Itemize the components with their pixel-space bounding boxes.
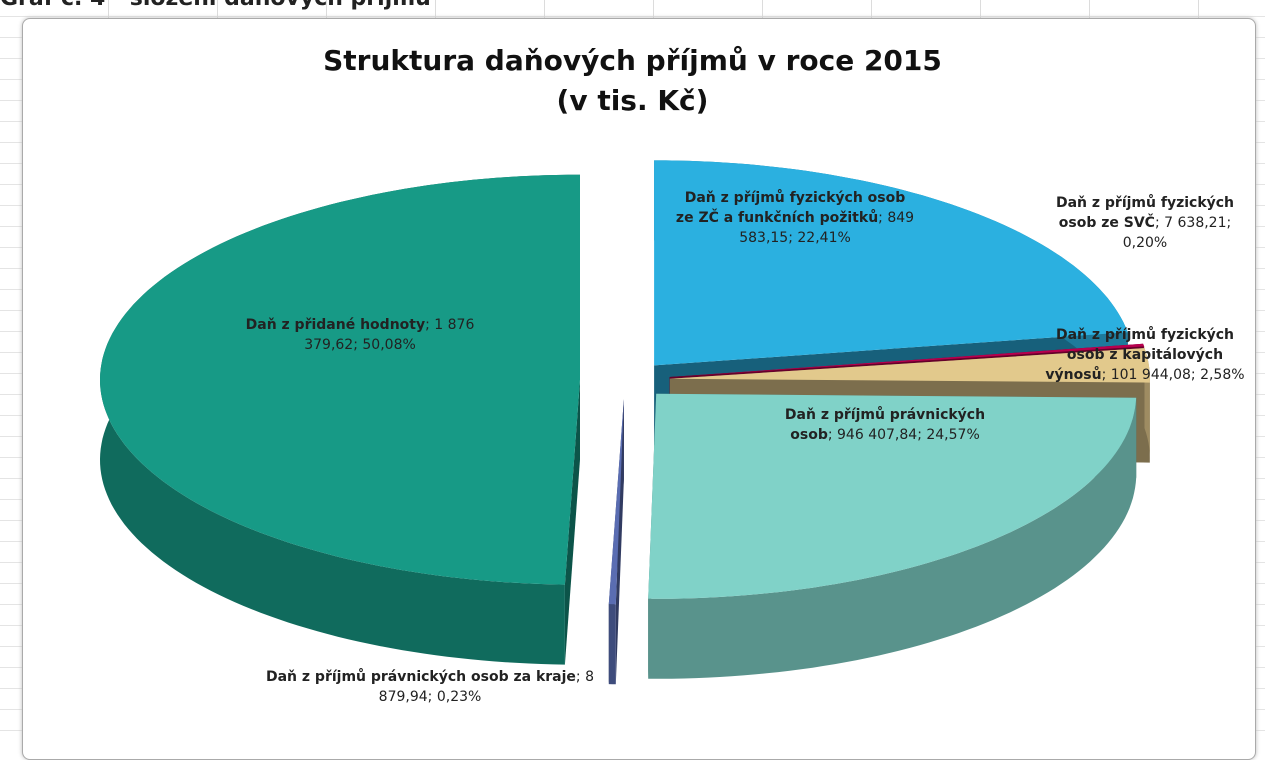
- label-sep: ;: [1190, 367, 1196, 383]
- label-percent: 0,20%: [1122, 235, 1168, 251]
- heading: Graf č. 4 - složení daňových příjmů: [0, 0, 431, 11]
- label-value: 946 407,84: [837, 427, 918, 443]
- slice: [654, 160, 1128, 366]
- label-percent: 50,08%: [362, 337, 416, 353]
- label-value: 101 944,08: [1110, 367, 1191, 383]
- label-name: Daň z příjmů fyzických osob ze SVČ: [1055, 195, 1235, 231]
- data-label: Daň z příjmů právnických osob; 946 407,8…: [765, 405, 1005, 445]
- slice: [648, 393, 1137, 599]
- label-name: Daň z příjmů fyzických osob z kapitálový…: [1045, 327, 1235, 383]
- slice: [100, 174, 580, 585]
- data-label: Daň z příjmů fyzických osob ze ZČ a funk…: [675, 188, 915, 248]
- data-label: Daň z příjmů právnických osob za kraje; …: [265, 667, 595, 707]
- label-value: 7 638,21: [1164, 215, 1227, 231]
- slice-wall: [648, 397, 1137, 679]
- label-name: Daň z příjmů právnických osob: [784, 407, 986, 443]
- label-value: 8 879,94: [378, 669, 594, 705]
- label-sep: ;: [575, 669, 581, 685]
- label-sep: ;: [917, 427, 922, 443]
- slice: [608, 399, 624, 605]
- data-label: Daň z příjmů fyzických osob ze SVČ; 7 63…: [1040, 193, 1250, 253]
- label-sep: ;: [1226, 215, 1232, 231]
- label-name: Daň z příjmů fyzických osob ze ZČ a funk…: [675, 190, 906, 226]
- slice: [669, 348, 1150, 383]
- label-sep: ;: [1154, 215, 1160, 231]
- label-sep: ;: [1101, 367, 1107, 383]
- data-label: Daň z příjmů fyzických osob z kapitálový…: [1040, 325, 1250, 385]
- chart-subtitle: (v tis. Kč): [556, 84, 709, 117]
- label-percent: 24,57%: [926, 427, 980, 443]
- label-percent: 0,23%: [436, 689, 482, 705]
- chart-title: Struktura daňových příjmů v roce 2015: [323, 44, 942, 77]
- slice-wall: [608, 604, 616, 685]
- label-value: 1 876 379,62: [304, 317, 475, 353]
- label-percent: 2,58%: [1200, 367, 1245, 383]
- label-percent: 22,41%: [797, 230, 851, 246]
- label-sep: ;: [353, 337, 358, 353]
- label-name: Daň z příjmů právnických osob za kraje: [265, 669, 576, 685]
- label-sep: ;: [788, 230, 793, 246]
- label-value: 849 583,15: [739, 210, 915, 246]
- label-sep: ;: [878, 210, 883, 226]
- data-label: Daň z přidané hodnoty; 1 876 379,62; 50,…: [230, 315, 490, 355]
- slice-side: [564, 379, 580, 665]
- label-sep: ;: [425, 317, 430, 333]
- slice: [669, 343, 1145, 377]
- label-sep: ;: [827, 427, 833, 443]
- label-sep: ;: [427, 689, 433, 705]
- label-name: Daň z přidané hodnoty: [245, 317, 426, 333]
